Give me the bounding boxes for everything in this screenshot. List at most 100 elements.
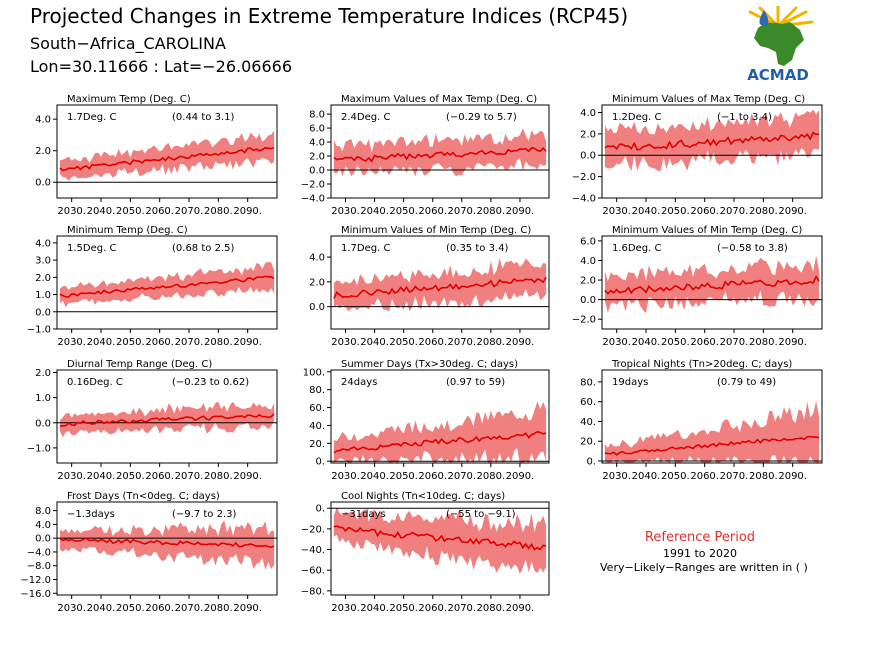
y-tick-label: 2.0 <box>35 146 51 157</box>
page-title: Projected Changes in Extreme Temperature… <box>30 4 629 28</box>
plot-frame <box>601 235 823 330</box>
x-tick-label: 2070. <box>720 337 749 348</box>
x-tick-label: 2050. <box>116 206 145 217</box>
x-tick-label: 2090. <box>233 471 262 482</box>
chart-title: Minimum Temp (Deg. C) <box>67 225 188 236</box>
x-tick-label: 2080. <box>749 206 778 217</box>
x-tick-label: 2080. <box>749 471 778 482</box>
chart-panel: 80.60.40.20.0.2030. 2040. 2050. 2060. 2070. 2… <box>580 359 823 482</box>
y-tick-label: −2.0 <box>572 172 596 183</box>
y-tick-label: 2.0 <box>35 368 51 379</box>
x-tick-label: 2040. <box>87 337 116 348</box>
x-tick-label: 2090. <box>778 337 807 348</box>
x-tick-label: 2030. <box>57 337 86 348</box>
chart-title: Minimum Values of Min Temp (Deg. C) <box>612 225 802 236</box>
x-tick-label: 2040. <box>632 206 661 217</box>
x-tick-label: 2050. <box>116 603 145 614</box>
x-tick-label: 2040. <box>87 603 116 614</box>
y-tick-label: 80. <box>309 385 325 396</box>
likely-range-band <box>59 401 275 438</box>
chart-title: Summer Days (Tx>30deg. C; days) <box>341 359 518 370</box>
x-tick-label: 2050. <box>661 206 690 217</box>
x-tick-label: 2060. <box>145 603 174 614</box>
plot-frame <box>56 501 278 596</box>
mean-change-label: 1.7Deg. C <box>341 243 390 254</box>
x-tick-label: 2070. <box>720 471 749 482</box>
y-tick-label: 2.0 <box>580 129 596 140</box>
plot-frame <box>330 501 550 596</box>
y-tick-label: 0. <box>315 504 325 515</box>
x-tick-label: 2060. <box>145 206 174 217</box>
y-tick-label: −20. <box>301 524 325 535</box>
y-tick-label: 0.0 <box>35 307 51 318</box>
y-tick-label: 20. <box>580 437 596 448</box>
mean-change-label: −1.3days <box>67 509 115 520</box>
chart-panel: 6.0 4.0 2.0 0.0 −2.0 2030. 2040. 2050. 2060. 2070… <box>572 225 823 348</box>
y-tick-label: 6.0 <box>309 124 325 135</box>
mean-series-line <box>333 430 547 454</box>
mean-change-label: 19days <box>612 377 648 388</box>
x-tick-label: 2030. <box>331 471 360 482</box>
x-tick-label: 2090. <box>506 206 535 217</box>
x-tick-label: 2040. <box>360 337 389 348</box>
likely-range-label: (−1 to 3.4) <box>717 112 772 123</box>
x-tick-label: 2040. <box>360 206 389 217</box>
y-tick-label: 0.0 <box>35 534 51 545</box>
mean-series-line <box>59 146 275 172</box>
x-tick-label: 2090. <box>233 206 262 217</box>
water-drop-icon <box>759 10 769 26</box>
likely-range-label: (0.79 to 49) <box>717 377 776 388</box>
likely-range-band <box>604 109 820 172</box>
likely-range-label: (0.44 to 3.1) <box>172 112 234 123</box>
x-tick-label: 2040. <box>360 471 389 482</box>
y-tick-label: 2.0 <box>309 152 325 163</box>
mean-series-line <box>604 131 820 151</box>
x-tick-label: 2070. <box>720 206 749 217</box>
y-tick-label: 0.0 <box>309 302 325 313</box>
y-tick-label: −4.0 <box>27 547 51 558</box>
likely-range-band <box>59 520 275 570</box>
chart-title: Maximum Temp (Deg. C) <box>67 94 191 105</box>
logo-text: ACMAD <box>747 66 809 82</box>
x-tick-label: 2040. <box>632 471 661 482</box>
x-tick-label: 2060. <box>145 471 174 482</box>
likely-range-band <box>59 130 275 181</box>
y-tick-label: 4.0 <box>309 138 325 149</box>
likely-range-label: (0.35 to 3.4) <box>446 243 508 254</box>
plot-frame <box>601 104 823 199</box>
x-tick-label: 2060. <box>690 337 719 348</box>
x-tick-label: 2050. <box>116 471 145 482</box>
y-tick-label: −40. <box>301 545 325 556</box>
x-tick-label: 2080. <box>477 206 506 217</box>
chart-title: Frost Days (Tn<0deg. C; days) <box>67 491 220 502</box>
x-tick-label: 2080. <box>204 337 233 348</box>
mean-series-line <box>604 275 820 295</box>
likely-range-label: (−0.23 to 0.62) <box>172 377 249 388</box>
y-tick-label: −8.0 <box>27 561 51 572</box>
y-tick-label: 4.0 <box>309 253 325 264</box>
x-tick-label: 2030. <box>57 471 86 482</box>
y-tick-label: −1.0 <box>27 325 51 336</box>
mean-change-label: 1.2Deg. C <box>612 112 661 123</box>
mean-series-line <box>59 537 275 549</box>
x-tick-label: 2060. <box>690 206 719 217</box>
chart-title: Tropical Nights (Tn>20deg. C; days) <box>611 359 792 370</box>
x-tick-label: 2080. <box>477 603 506 614</box>
x-tick-label: 2090. <box>778 206 807 217</box>
y-tick-label: 4.0 <box>35 520 51 531</box>
x-tick-label: 2080. <box>749 337 778 348</box>
x-tick-label: 2090. <box>506 603 535 614</box>
plot-frame <box>56 104 278 199</box>
x-tick-label: 2060. <box>418 471 447 482</box>
x-tick-label: 2070. <box>175 337 204 348</box>
mean-series-line <box>333 276 547 299</box>
x-tick-label: 2080. <box>204 471 233 482</box>
x-tick-label: 2080. <box>477 337 506 348</box>
reference-period-note: Very−Likely−Ranges are written in ( ) <box>600 561 808 574</box>
x-tick-label: 2070. <box>175 471 204 482</box>
x-tick-label: 2060. <box>690 471 719 482</box>
chart-title: Minimum Values of Min Temp (Deg. C) <box>341 225 531 236</box>
y-tick-label: 0.0 <box>309 166 325 177</box>
